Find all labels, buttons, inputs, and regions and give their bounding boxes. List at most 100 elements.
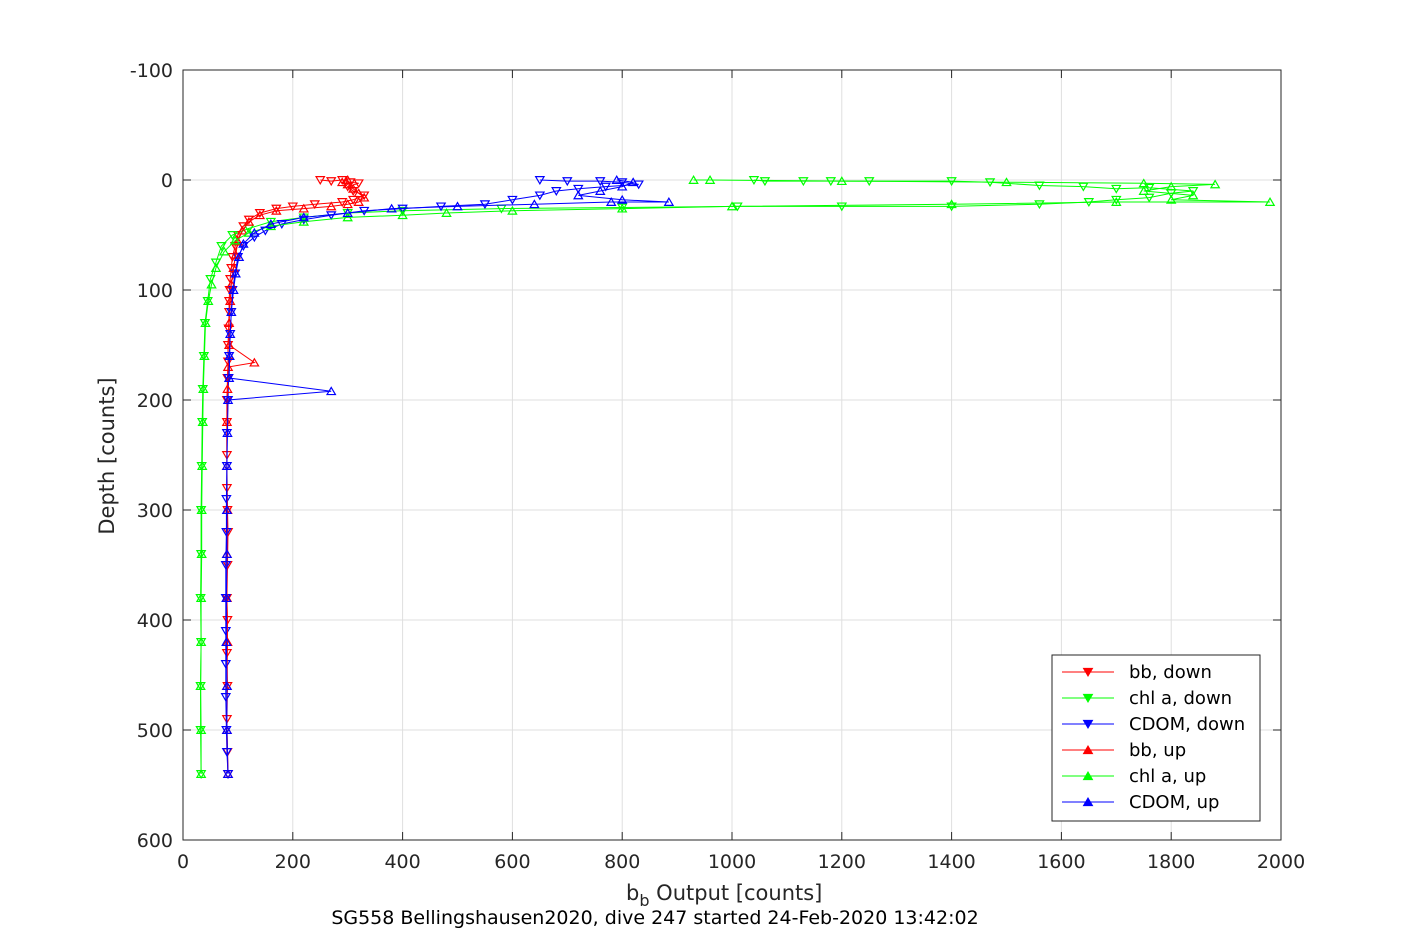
- data-point: [1165, 194, 1177, 204]
- data-point: [342, 175, 353, 184]
- data-point: [216, 242, 227, 251]
- y-tick-label: 200: [137, 390, 173, 412]
- data-point: [221, 593, 232, 602]
- data-point: [230, 268, 241, 278]
- data-point: [228, 263, 239, 272]
- legend-label: chl a, up: [1129, 766, 1206, 787]
- x-tick-label: 800: [604, 851, 640, 873]
- data-point: [222, 384, 233, 393]
- data-point: [195, 593, 207, 602]
- data-point: [237, 225, 248, 235]
- data-point: [254, 209, 266, 218]
- data-point: [210, 263, 222, 272]
- data-point: [1187, 190, 1199, 200]
- data-point: [946, 177, 957, 187]
- data-point: [227, 286, 238, 295]
- data-point: [452, 201, 463, 211]
- y-axis-label: Depth [counts]: [95, 377, 119, 534]
- data-point: [1165, 181, 1177, 191]
- data-point: [220, 627, 232, 636]
- legend-marker: [1082, 693, 1094, 704]
- data-point: [222, 769, 234, 778]
- data-point: [616, 203, 628, 213]
- data-point: [198, 384, 209, 393]
- x-tick-label: 1000: [708, 851, 756, 873]
- series-line: [225, 179, 669, 775]
- data-point: [479, 200, 491, 210]
- data-point: [254, 210, 266, 220]
- data-point: [946, 199, 957, 209]
- legend-marker: [1082, 796, 1094, 807]
- x-tick-label: 1600: [1037, 851, 1085, 873]
- data-point: [195, 681, 206, 690]
- data-point: [336, 176, 348, 185]
- data-point: [836, 176, 848, 186]
- data-point: [195, 725, 207, 734]
- data-point: [199, 351, 210, 360]
- legend-item: CDOM, up: [1062, 792, 1219, 813]
- data-point: [397, 210, 408, 220]
- data-point: [704, 175, 716, 184]
- data-point: [529, 199, 540, 209]
- data-point: [249, 233, 260, 243]
- data-point: [358, 192, 370, 202]
- data-point: [197, 417, 209, 426]
- data-point: [298, 212, 310, 222]
- data-point: [726, 201, 738, 211]
- legend-marker: [1082, 770, 1094, 781]
- data-point: [220, 660, 232, 669]
- x-tick-label: 1200: [818, 851, 866, 873]
- data-point: [227, 231, 238, 240]
- data-point: [1034, 200, 1045, 210]
- y-tick-label: 300: [137, 500, 173, 522]
- data-point: [243, 216, 255, 226]
- series-chl-a-up: [195, 175, 1276, 778]
- data-point: [220, 693, 232, 702]
- x-tick-label: 1800: [1147, 851, 1195, 873]
- data-point: [222, 362, 234, 371]
- data-point: [243, 215, 255, 225]
- data-point: [222, 395, 234, 404]
- data-point: [1111, 197, 1122, 206]
- data-point: [325, 177, 337, 187]
- data-point: [203, 296, 214, 305]
- legend-marker: [1082, 667, 1094, 678]
- y-tick-label: 500: [137, 720, 173, 742]
- data-point: [347, 195, 359, 205]
- data-point: [221, 505, 233, 514]
- data-point: [265, 221, 277, 231]
- data-point: [611, 175, 622, 184]
- data-point: [347, 183, 359, 193]
- x-tick-label: 200: [275, 851, 311, 873]
- data-point: [397, 204, 408, 214]
- y-tick-label: 100: [137, 280, 173, 302]
- y-tick-label: 600: [137, 830, 173, 852]
- x-tick-label: 1400: [927, 851, 975, 873]
- data-point: [594, 186, 606, 195]
- data-point: [798, 177, 809, 187]
- data-point: [759, 177, 771, 187]
- data-point: [224, 351, 235, 360]
- data-point: [551, 187, 562, 196]
- data-point: [298, 215, 310, 225]
- x-axis-label-main: b: [626, 881, 639, 905]
- legend-item: bb, down: [1062, 662, 1212, 683]
- data-point: [265, 217, 277, 227]
- legend: bb, down chl a, down CDOM, down bb, up chl a…: [1051, 654, 1261, 822]
- data-point: [353, 188, 364, 198]
- data-point: [221, 549, 233, 558]
- data-point: [206, 279, 217, 289]
- legend-marker: [1082, 719, 1094, 730]
- data-point: [221, 417, 233, 426]
- data-point: [688, 175, 699, 184]
- data-point: [1143, 183, 1155, 193]
- data-point: [223, 340, 235, 349]
- data-point: [663, 197, 675, 206]
- data-point: [1209, 179, 1221, 189]
- data-point: [1001, 177, 1012, 187]
- x-tick-label: 400: [384, 851, 420, 873]
- legend-box: [1051, 654, 1261, 822]
- data-point: [232, 236, 244, 246]
- data-point: [594, 177, 606, 187]
- legend-label: chl a, down: [1129, 688, 1232, 709]
